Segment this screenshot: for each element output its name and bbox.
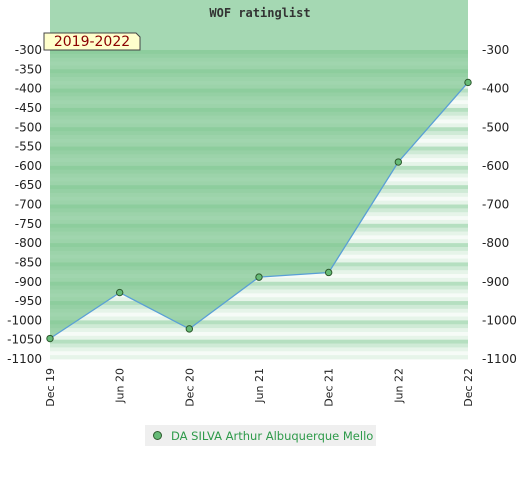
y-right-tick-label: -900 bbox=[482, 275, 509, 289]
data-point-jun-22 bbox=[394, 158, 403, 166]
band bbox=[50, 301, 468, 306]
y-left-tick-label: -950 bbox=[15, 294, 42, 308]
legend: DA SILVA Arthur Albuquerque Mello bbox=[145, 425, 376, 446]
y-left-tick-label: -500 bbox=[15, 120, 42, 134]
y-left-tick-label: -300 bbox=[15, 43, 42, 57]
period-badge: 2019-2022 bbox=[43, 32, 141, 51]
marker-layer bbox=[46, 78, 472, 343]
x-tick-label: Jun 22 bbox=[392, 368, 405, 404]
y-right-tick-label: -600 bbox=[482, 159, 509, 173]
band bbox=[50, 316, 468, 321]
y-axis-left: -300 -350 -400 -450 -500 -550 -600 -650 -700 -750… bbox=[7, 43, 42, 366]
data-point-dec-20 bbox=[185, 325, 194, 333]
band bbox=[50, 328, 468, 333]
band bbox=[50, 297, 468, 302]
y-right-tick-label: -300 bbox=[482, 43, 509, 57]
band bbox=[50, 285, 468, 290]
data-point-dec-22 bbox=[464, 78, 472, 87]
y-left-tick-label: -650 bbox=[15, 178, 42, 192]
y-left-tick-label: -1000 bbox=[7, 313, 42, 327]
y-left-tick-label: -350 bbox=[15, 62, 42, 76]
band bbox=[50, 293, 468, 298]
y-left-tick-label: -800 bbox=[15, 236, 42, 250]
period-badge-text: 2019-2022 bbox=[54, 34, 130, 50]
x-tick-label: Dec 20 bbox=[183, 368, 196, 407]
y-right-tick-label: -1000 bbox=[482, 313, 517, 327]
data-point-dec-21 bbox=[324, 268, 333, 277]
legend-label: DA SILVA Arthur Albuquerque Mello bbox=[171, 428, 374, 443]
band bbox=[50, 320, 468, 325]
y-right-tick-label: -700 bbox=[482, 198, 509, 212]
band bbox=[50, 351, 468, 356]
y-right-tick-label: -400 bbox=[482, 82, 509, 96]
y-right-tick-label: -500 bbox=[482, 120, 509, 134]
x-axis: Dec 19 Jun 20 Dec 20 Jun 21 Dec 21 Jun 22 Dec … bbox=[44, 368, 475, 407]
y-left-tick-label: -700 bbox=[15, 198, 42, 212]
x-tick-label: Dec 19 bbox=[44, 368, 57, 407]
y-left-tick-label: -900 bbox=[15, 275, 42, 289]
y-left-tick-label: -1050 bbox=[7, 333, 42, 347]
band bbox=[50, 312, 468, 317]
data-point-jun-20 bbox=[115, 288, 124, 297]
band bbox=[50, 347, 468, 352]
band bbox=[50, 339, 468, 344]
area-layer bbox=[50, 50, 468, 339]
y-left-tick-label: -750 bbox=[15, 217, 42, 231]
y-left-tick-label: -600 bbox=[15, 159, 42, 173]
band bbox=[50, 335, 468, 341]
band bbox=[50, 304, 468, 310]
band bbox=[50, 281, 468, 287]
y-left-tick-label: -1100 bbox=[7, 352, 42, 366]
band bbox=[50, 331, 468, 337]
y-left-tick-label: -550 bbox=[15, 140, 42, 154]
chart-title: WOF ratinglist bbox=[209, 6, 310, 20]
x-tick-label: Dec 22 bbox=[462, 368, 475, 407]
y-axis-right: -300 -400 -500 -600 -700 -800 -900 -1000 -1100 bbox=[482, 43, 517, 366]
x-tick-label: Jun 21 bbox=[253, 368, 266, 404]
legend-marker bbox=[153, 431, 162, 440]
band bbox=[50, 355, 468, 360]
period-badge-shape bbox=[43, 32, 141, 51]
y-right-tick-label: -1100 bbox=[482, 352, 517, 366]
data-point-jun-21 bbox=[255, 273, 263, 281]
y-left-tick-label: -850 bbox=[15, 255, 42, 269]
x-tick-label: Dec 21 bbox=[323, 368, 336, 407]
data-point-dec-19 bbox=[46, 334, 54, 343]
y-left-tick-label: -450 bbox=[15, 101, 42, 115]
x-tick-label: Jun 20 bbox=[114, 368, 127, 404]
area-fill bbox=[50, 50, 468, 339]
band bbox=[50, 308, 468, 314]
band bbox=[50, 324, 468, 329]
y-right-tick-label: -800 bbox=[482, 236, 509, 250]
band bbox=[50, 343, 468, 348]
band bbox=[50, 289, 468, 294]
y-left-tick-label: -400 bbox=[15, 82, 42, 96]
